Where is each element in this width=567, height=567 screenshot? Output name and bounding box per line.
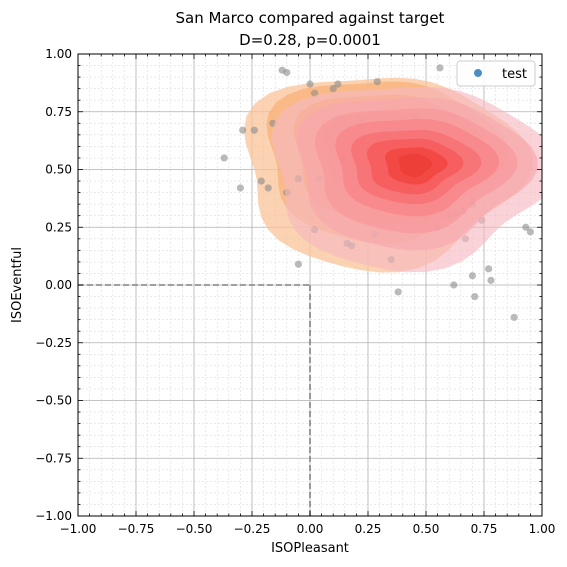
- y-tick-label: −1.00: [35, 509, 72, 523]
- x-tick-label: −0.50: [176, 522, 213, 536]
- y-tick-label: 0.00: [45, 278, 72, 292]
- chart-subtitle: D=0.28, p=0.0001: [239, 31, 381, 49]
- legend-marker: [474, 69, 482, 77]
- x-tick-label: 1.00: [529, 522, 556, 536]
- test-point: [526, 228, 535, 236]
- density-contours: [220, 64, 542, 321]
- y-tick-label: 0.25: [45, 220, 72, 234]
- test-point: [294, 260, 302, 268]
- axes: −1.00 −0.75 −0.50 −0.25 0.00 0.25 0.50 0.75 1.00…: [35, 47, 555, 536]
- test-point: [394, 288, 402, 296]
- test-point: [487, 276, 495, 284]
- test-point: [264, 184, 272, 192]
- chart-title: San Marco compared against target: [176, 9, 445, 27]
- test-point: [306, 80, 314, 88]
- legend-label: test: [502, 67, 527, 82]
- test-point: [239, 126, 247, 134]
- x-tick-label: −1.00: [60, 522, 97, 536]
- y-tick-label: −0.25: [35, 336, 72, 350]
- reference-lines: [78, 284, 311, 516]
- x-tick-label: 0.75: [471, 522, 498, 536]
- test-point: [329, 85, 337, 93]
- x-tick-label: 0.25: [355, 522, 382, 536]
- x-tick-label: 0.50: [413, 522, 440, 536]
- test-point: [471, 292, 479, 301]
- test-point: [257, 177, 265, 185]
- test-point: [236, 184, 244, 192]
- y-tick-label: 0.50: [45, 163, 72, 177]
- y-tick-label: 1.00: [45, 47, 72, 61]
- x-tick-label: −0.75: [118, 522, 155, 536]
- test-point: [485, 265, 493, 273]
- test-point: [510, 313, 518, 321]
- test-point: [450, 281, 458, 289]
- y-tick-label: −0.50: [35, 394, 72, 408]
- test-point: [250, 126, 258, 134]
- x-tick-label: 0.00: [297, 522, 324, 536]
- test-point: [468, 272, 476, 280]
- test-point: [522, 223, 530, 231]
- test-point: [436, 64, 444, 72]
- test-point: [283, 68, 291, 77]
- x-tick-label: −0.25: [234, 522, 271, 536]
- legend: test: [456, 60, 536, 87]
- test-point: [373, 78, 381, 86]
- target-density-level: [398, 154, 433, 178]
- x-axis-label: ISOPleasant: [271, 541, 349, 556]
- y-axis-label: ISOEventful: [10, 247, 25, 323]
- y-tick-label: −0.75: [35, 451, 72, 465]
- test-point: [220, 154, 228, 162]
- test-point: [334, 80, 342, 88]
- y-tick-label: 0.75: [45, 105, 72, 119]
- legend-box: [456, 60, 536, 87]
